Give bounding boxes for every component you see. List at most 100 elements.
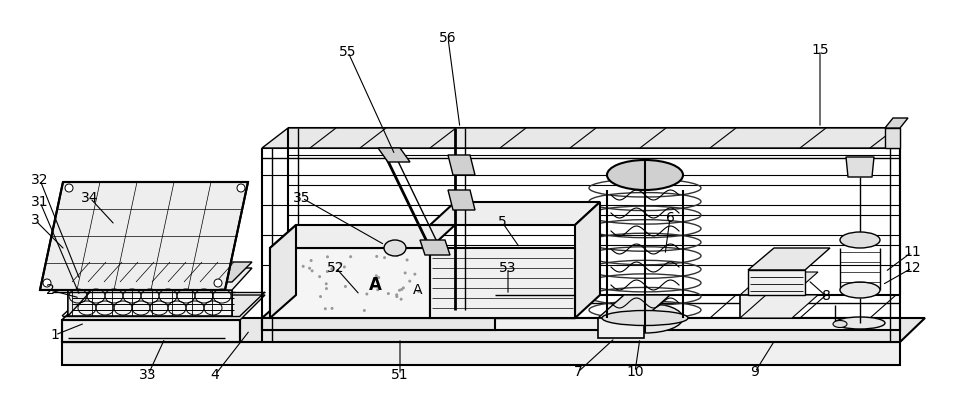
Circle shape <box>377 276 380 279</box>
Ellipse shape <box>602 310 688 325</box>
Text: 4: 4 <box>211 368 220 382</box>
Circle shape <box>331 266 334 269</box>
Polygon shape <box>740 272 818 295</box>
Polygon shape <box>262 318 900 330</box>
Text: 52: 52 <box>327 261 345 275</box>
Circle shape <box>377 288 379 291</box>
Polygon shape <box>420 240 450 255</box>
Circle shape <box>301 265 304 268</box>
Polygon shape <box>748 270 805 295</box>
Circle shape <box>308 267 311 270</box>
Circle shape <box>310 259 313 262</box>
Polygon shape <box>740 295 792 318</box>
Polygon shape <box>846 157 874 177</box>
Text: 3: 3 <box>31 213 39 227</box>
Text: 32: 32 <box>31 173 49 187</box>
Circle shape <box>375 274 377 277</box>
Circle shape <box>237 184 245 192</box>
Circle shape <box>400 298 403 301</box>
Circle shape <box>387 292 390 295</box>
Circle shape <box>339 262 342 265</box>
Circle shape <box>405 258 408 261</box>
Text: 8: 8 <box>821 289 830 303</box>
Circle shape <box>377 284 379 288</box>
Text: 5: 5 <box>498 215 507 229</box>
Circle shape <box>402 286 404 290</box>
Polygon shape <box>62 342 900 365</box>
Ellipse shape <box>840 282 880 298</box>
Ellipse shape <box>833 320 847 327</box>
Circle shape <box>43 279 51 287</box>
Polygon shape <box>448 190 475 210</box>
Polygon shape <box>885 118 908 128</box>
Polygon shape <box>68 268 90 316</box>
Polygon shape <box>598 295 670 318</box>
Circle shape <box>413 273 416 276</box>
Text: 31: 31 <box>31 195 49 209</box>
Circle shape <box>324 307 326 310</box>
Polygon shape <box>62 295 265 320</box>
Circle shape <box>65 184 73 192</box>
Ellipse shape <box>384 240 406 256</box>
Polygon shape <box>62 295 88 342</box>
Circle shape <box>408 280 411 283</box>
Circle shape <box>401 288 403 291</box>
Circle shape <box>417 290 420 293</box>
Circle shape <box>396 254 399 257</box>
Polygon shape <box>68 290 232 316</box>
Circle shape <box>376 255 378 258</box>
Circle shape <box>330 307 333 310</box>
Circle shape <box>319 295 322 298</box>
Text: 1: 1 <box>51 328 60 342</box>
Text: 55: 55 <box>339 45 356 59</box>
Polygon shape <box>270 225 296 318</box>
Circle shape <box>326 255 329 258</box>
Polygon shape <box>262 318 495 330</box>
Polygon shape <box>575 202 600 318</box>
Circle shape <box>363 309 366 312</box>
Polygon shape <box>262 128 900 148</box>
Polygon shape <box>748 248 830 270</box>
Ellipse shape <box>835 317 885 329</box>
Polygon shape <box>262 295 520 318</box>
Circle shape <box>336 269 339 272</box>
Circle shape <box>330 267 333 271</box>
Text: 15: 15 <box>811 43 829 57</box>
Text: 33: 33 <box>140 368 157 382</box>
Polygon shape <box>430 248 575 318</box>
Circle shape <box>318 275 321 278</box>
Text: 35: 35 <box>294 191 311 205</box>
Text: 12: 12 <box>903 261 921 275</box>
Text: 56: 56 <box>439 31 456 45</box>
Text: 10: 10 <box>626 365 644 379</box>
Polygon shape <box>885 128 900 148</box>
Polygon shape <box>68 262 252 282</box>
Ellipse shape <box>840 232 880 248</box>
Text: 53: 53 <box>499 261 517 275</box>
Circle shape <box>396 295 399 298</box>
Circle shape <box>311 269 314 272</box>
Text: 11: 11 <box>903 245 921 259</box>
Circle shape <box>365 293 368 295</box>
Text: A: A <box>369 276 381 294</box>
Polygon shape <box>68 268 252 290</box>
Text: 7: 7 <box>574 365 583 379</box>
Polygon shape <box>62 320 240 342</box>
Polygon shape <box>270 248 430 318</box>
Circle shape <box>383 256 386 259</box>
Circle shape <box>325 287 328 290</box>
Polygon shape <box>598 318 644 338</box>
Circle shape <box>350 255 352 258</box>
Ellipse shape <box>607 303 683 333</box>
Polygon shape <box>740 295 818 318</box>
Polygon shape <box>40 182 248 290</box>
Circle shape <box>214 279 222 287</box>
Text: 9: 9 <box>750 365 760 379</box>
Polygon shape <box>270 225 455 248</box>
Text: 51: 51 <box>391 368 409 382</box>
Ellipse shape <box>607 160 683 190</box>
Circle shape <box>403 271 406 275</box>
Text: A: A <box>413 283 423 297</box>
Circle shape <box>395 293 398 296</box>
Circle shape <box>344 285 347 288</box>
